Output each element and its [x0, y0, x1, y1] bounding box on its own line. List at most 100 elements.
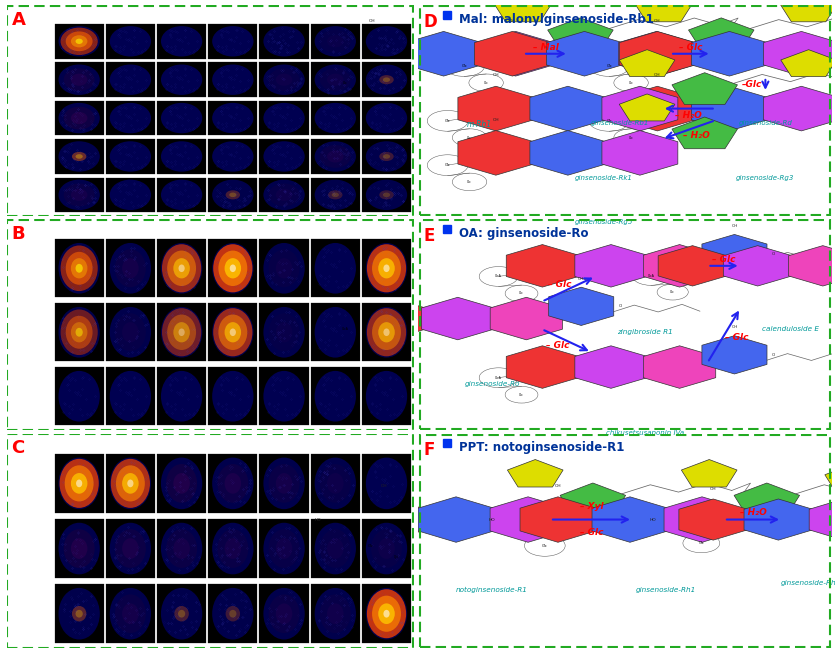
FancyBboxPatch shape [157, 240, 206, 297]
Ellipse shape [378, 258, 395, 278]
Ellipse shape [161, 179, 202, 210]
Text: OH: OH [381, 484, 387, 488]
Text: Glc: Glc [519, 393, 524, 397]
Text: 10h: 10h [377, 438, 396, 447]
FancyBboxPatch shape [311, 519, 360, 578]
Text: – Glc: – Glc [579, 528, 603, 536]
Ellipse shape [263, 458, 305, 509]
Ellipse shape [276, 538, 292, 559]
Ellipse shape [66, 31, 93, 51]
Ellipse shape [161, 307, 202, 358]
Ellipse shape [366, 103, 407, 133]
Text: HO: HO [488, 517, 495, 521]
Text: 0h: 0h [73, 438, 85, 447]
Text: ginsenoside-Rb1: ginsenoside-Rb1 [591, 120, 650, 126]
Ellipse shape [162, 244, 201, 292]
Text: B: B [12, 225, 25, 243]
Circle shape [505, 285, 538, 302]
FancyBboxPatch shape [208, 140, 257, 174]
FancyBboxPatch shape [208, 62, 257, 97]
Ellipse shape [71, 258, 88, 278]
Polygon shape [781, 0, 835, 22]
Ellipse shape [109, 243, 151, 293]
Polygon shape [664, 496, 740, 542]
Polygon shape [781, 50, 835, 77]
Polygon shape [809, 499, 835, 540]
FancyBboxPatch shape [54, 367, 104, 425]
Ellipse shape [174, 322, 190, 343]
Ellipse shape [58, 64, 100, 95]
Text: O: O [772, 252, 775, 255]
Ellipse shape [379, 75, 394, 84]
Ellipse shape [58, 523, 100, 574]
Ellipse shape [269, 183, 300, 206]
Polygon shape [620, 50, 675, 77]
Ellipse shape [167, 314, 196, 350]
Text: 4h: 4h [226, 438, 240, 447]
FancyBboxPatch shape [311, 101, 360, 136]
Polygon shape [763, 31, 835, 76]
FancyBboxPatch shape [311, 178, 360, 212]
Text: ginsenoside-Rh4: ginsenoside-Rh4 [781, 580, 835, 586]
Polygon shape [620, 94, 675, 121]
Text: F: F [423, 441, 435, 459]
Ellipse shape [383, 77, 390, 82]
Text: 6h: 6h [278, 438, 291, 447]
Ellipse shape [161, 141, 202, 172]
FancyBboxPatch shape [260, 303, 309, 361]
Polygon shape [490, 496, 566, 542]
Text: GlcA: GlcA [342, 328, 349, 331]
Ellipse shape [75, 264, 83, 272]
Polygon shape [672, 117, 737, 149]
Polygon shape [702, 336, 767, 374]
Ellipse shape [212, 243, 254, 293]
Ellipse shape [59, 459, 99, 508]
Ellipse shape [315, 458, 356, 509]
Ellipse shape [63, 68, 94, 91]
Ellipse shape [315, 371, 356, 422]
Ellipse shape [58, 141, 100, 172]
Ellipse shape [61, 28, 98, 55]
Ellipse shape [320, 145, 351, 168]
Ellipse shape [212, 523, 254, 574]
Polygon shape [833, 18, 835, 50]
Ellipse shape [212, 307, 254, 358]
Text: 1h: 1h [124, 9, 137, 18]
Ellipse shape [366, 588, 407, 639]
Ellipse shape [109, 64, 151, 95]
Ellipse shape [269, 464, 300, 503]
Polygon shape [530, 86, 606, 131]
Text: HO: HO [315, 517, 321, 521]
Text: Glc: Glc [461, 64, 467, 68]
FancyBboxPatch shape [311, 24, 360, 58]
Text: ginsenoside-Rg5: ginsenoside-Rg5 [574, 219, 633, 225]
Text: 8h: 8h [329, 9, 342, 18]
Text: Glc: Glc [445, 163, 451, 167]
FancyBboxPatch shape [54, 240, 104, 297]
Polygon shape [788, 246, 835, 286]
Text: Glc: Glc [368, 544, 374, 548]
Ellipse shape [315, 103, 356, 133]
Ellipse shape [379, 152, 394, 161]
FancyBboxPatch shape [157, 24, 206, 58]
FancyBboxPatch shape [54, 454, 104, 513]
FancyBboxPatch shape [106, 303, 155, 361]
Ellipse shape [367, 309, 406, 356]
Text: 0h: 0h [73, 223, 85, 233]
Polygon shape [546, 31, 622, 76]
Ellipse shape [217, 464, 248, 503]
Polygon shape [619, 31, 695, 76]
Text: O: O [772, 353, 775, 357]
Polygon shape [560, 483, 625, 515]
Text: OH: OH [731, 224, 737, 228]
Ellipse shape [161, 64, 202, 95]
Ellipse shape [115, 594, 146, 633]
Circle shape [352, 338, 385, 354]
FancyBboxPatch shape [362, 240, 411, 297]
Ellipse shape [162, 309, 201, 356]
Polygon shape [620, 86, 696, 131]
FancyBboxPatch shape [362, 140, 411, 174]
FancyBboxPatch shape [260, 140, 309, 174]
Text: ginsenoside-Rk1: ginsenoside-Rk1 [575, 175, 633, 181]
Ellipse shape [109, 141, 151, 172]
